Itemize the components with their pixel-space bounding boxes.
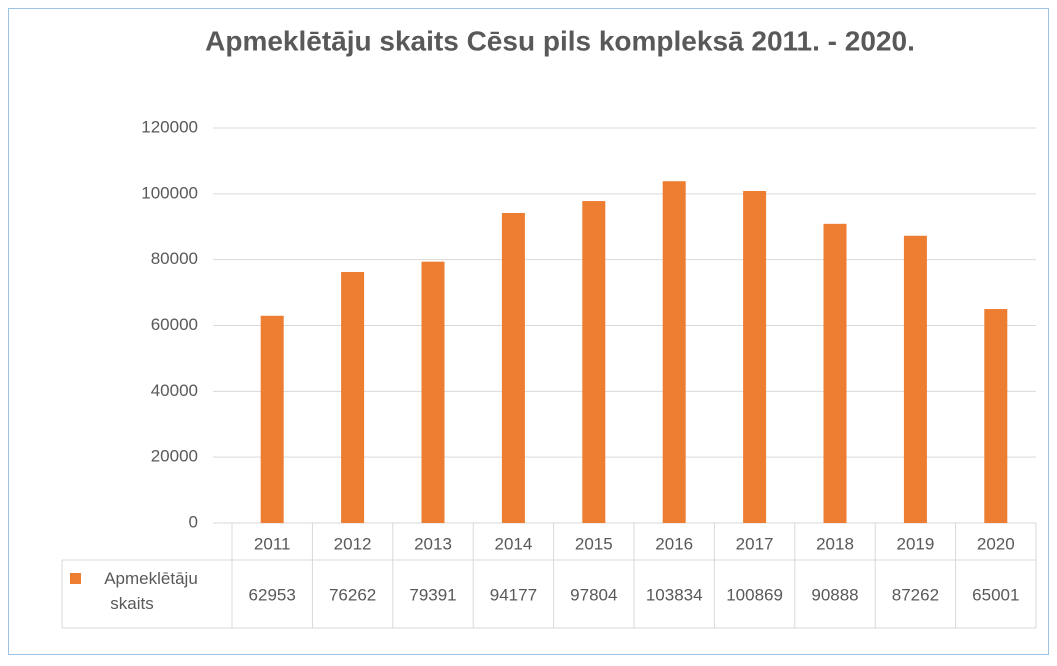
x-tick-label: 2011	[254, 534, 291, 553]
y-tick-label: 120000	[141, 117, 198, 136]
table-value: 62953	[249, 585, 296, 604]
x-tick-label: 2019	[896, 534, 934, 553]
x-tick-label: 2014	[494, 534, 532, 553]
y-tick-label: 20000	[151, 447, 198, 466]
table-value: 79391	[409, 585, 456, 604]
bar	[823, 223, 847, 523]
x-tick-label: 2020	[977, 534, 1015, 553]
legend-swatch	[70, 573, 81, 584]
table-value: 103834	[646, 585, 703, 604]
y-tick-label: 80000	[151, 249, 198, 268]
bar	[421, 261, 445, 523]
x-tick-label: 2018	[816, 534, 854, 553]
table-value: 100869	[726, 585, 783, 604]
table-value: 87262	[892, 585, 939, 604]
x-tick-label: 2016	[655, 534, 693, 553]
table-value: 90888	[811, 585, 858, 604]
bar	[260, 315, 284, 523]
x-tick-label: 2013	[414, 534, 452, 553]
chart-title: Apmeklētāju skaits Cēsu pils kompleksā 2…	[205, 25, 915, 56]
bar	[743, 190, 767, 523]
x-tick-label: 2012	[334, 534, 372, 553]
bar	[903, 235, 927, 524]
x-tick-label: 2017	[736, 534, 774, 553]
table-value: 65001	[972, 585, 1019, 604]
y-tick-label: 100000	[141, 183, 198, 202]
y-tick-label: 40000	[151, 381, 198, 400]
bar	[341, 271, 365, 523]
y-tick-label: 0	[189, 512, 198, 531]
bar	[501, 213, 525, 523]
y-tick-label: 60000	[151, 315, 198, 334]
legend-label: Apmeklētāju skaits	[104, 569, 198, 613]
table-value: 76262	[329, 585, 376, 604]
bar	[662, 181, 686, 524]
x-tick-label: 2015	[575, 534, 613, 553]
bar	[582, 201, 606, 523]
table-value: 94177	[490, 585, 537, 604]
table-value: 97804	[570, 585, 617, 604]
bar	[984, 309, 1008, 523]
